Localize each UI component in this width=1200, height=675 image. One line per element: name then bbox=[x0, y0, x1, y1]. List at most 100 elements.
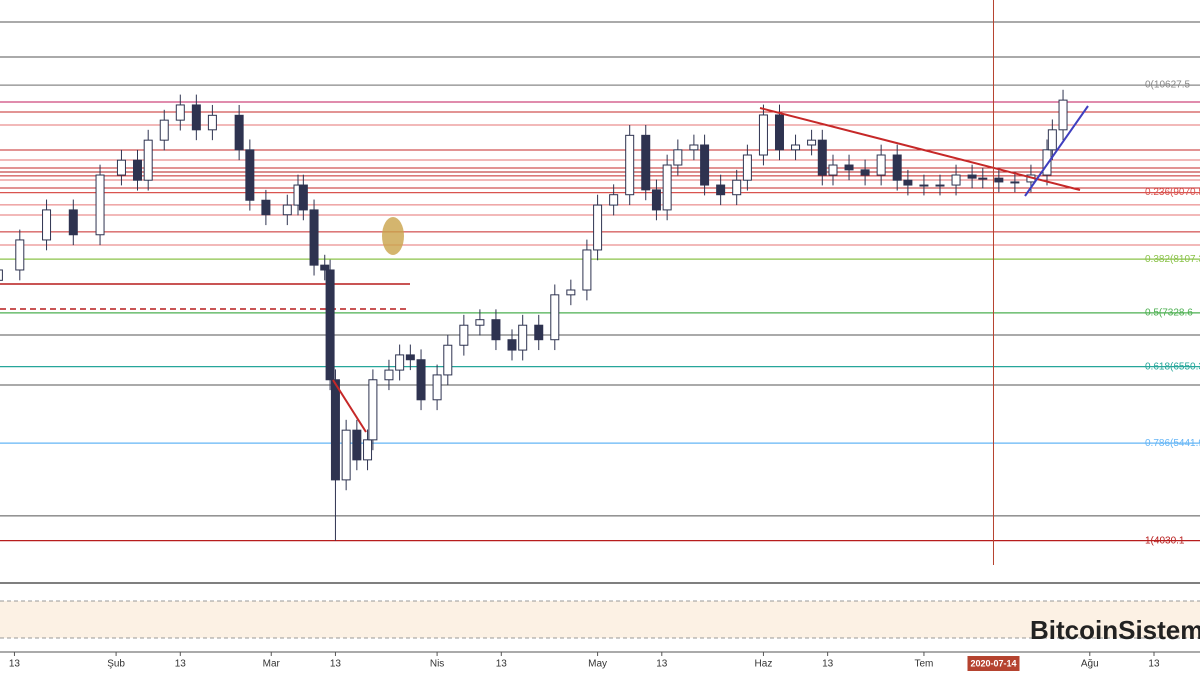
candle-body bbox=[625, 134, 635, 196]
candle-body bbox=[844, 164, 854, 171]
highlight-oval bbox=[382, 217, 404, 255]
candle-body bbox=[68, 209, 78, 236]
candle-body bbox=[742, 154, 752, 181]
x-tick-label: 13 bbox=[656, 659, 668, 670]
candle-body bbox=[341, 429, 351, 481]
candle-body bbox=[384, 369, 394, 381]
candle-body bbox=[245, 149, 255, 201]
candle-body bbox=[1058, 99, 1068, 131]
candle-body bbox=[935, 184, 945, 187]
fib-level-label: 0(10627.5 bbox=[1145, 80, 1190, 91]
candle-body bbox=[0, 269, 3, 281]
candle-body bbox=[1047, 129, 1057, 151]
candle-body bbox=[1010, 181, 1020, 184]
candle-body bbox=[673, 149, 683, 166]
x-tick-label: 13 bbox=[496, 659, 508, 670]
x-tick-label: 13 bbox=[1148, 659, 1160, 670]
candle-body bbox=[807, 139, 817, 146]
candle-body bbox=[593, 204, 603, 251]
candle-body bbox=[330, 379, 340, 481]
candle-body bbox=[143, 139, 153, 181]
candle-body bbox=[507, 339, 517, 351]
candle-body bbox=[132, 159, 142, 181]
candle-body bbox=[352, 429, 362, 461]
candle-body bbox=[582, 249, 592, 291]
fib-level-label: 1(4030.1 bbox=[1145, 535, 1185, 546]
candle-body bbox=[828, 164, 838, 176]
candle-body bbox=[175, 104, 185, 121]
candle-body bbox=[309, 209, 319, 266]
candle-body bbox=[566, 289, 576, 296]
candle-body bbox=[191, 104, 201, 131]
cursor-label-bg bbox=[967, 656, 1020, 671]
candle-body bbox=[994, 177, 1004, 183]
candle-body bbox=[791, 144, 801, 151]
candle-body bbox=[903, 179, 913, 186]
x-tick-label: 13 bbox=[822, 659, 834, 670]
oscillator-band bbox=[0, 601, 1200, 638]
candle-body bbox=[95, 174, 105, 236]
candle-body bbox=[491, 319, 501, 341]
candle-body bbox=[919, 184, 929, 187]
x-tick-label: 13 bbox=[9, 659, 21, 670]
candle-body bbox=[967, 174, 977, 179]
candle-body bbox=[363, 439, 373, 461]
candle-body bbox=[817, 139, 827, 176]
candle-body bbox=[951, 174, 961, 186]
candle-body bbox=[1042, 149, 1052, 176]
candle-body bbox=[298, 184, 308, 211]
x-tick-label: 13 bbox=[175, 659, 187, 670]
candle-body bbox=[758, 114, 768, 156]
x-tick-label: Şub bbox=[107, 659, 125, 670]
candle-body bbox=[207, 114, 217, 131]
candle-body bbox=[978, 177, 988, 180]
x-tick-label: May bbox=[588, 659, 607, 670]
x-tick-label: 13 bbox=[330, 659, 342, 670]
candle-body bbox=[459, 324, 469, 346]
candle-body bbox=[518, 324, 528, 351]
candle-body bbox=[159, 119, 169, 141]
fib-level-label: 0.5(7328.6 bbox=[1145, 308, 1193, 319]
candle-body bbox=[732, 179, 742, 196]
candle-body bbox=[116, 159, 126, 176]
candle-body bbox=[395, 354, 405, 371]
fib-level-label: 0.382(8107.3 bbox=[1145, 254, 1200, 265]
candle-body bbox=[416, 359, 426, 401]
candle-body bbox=[641, 134, 651, 191]
candle-body bbox=[15, 239, 25, 271]
candle-body bbox=[325, 269, 335, 381]
candle-body bbox=[689, 144, 699, 151]
x-tick-label: Tem bbox=[914, 659, 933, 670]
watermark: BitcoinSistemi bbox=[1030, 615, 1200, 645]
candle-body bbox=[368, 379, 378, 441]
candle-body bbox=[443, 344, 453, 376]
x-tick-label: Ağu bbox=[1081, 659, 1099, 670]
candle-body bbox=[876, 154, 886, 176]
candle-body bbox=[320, 264, 330, 271]
candle-body bbox=[651, 189, 661, 211]
candle-body bbox=[550, 294, 560, 341]
candle-body bbox=[700, 144, 710, 186]
candle-body bbox=[234, 114, 244, 151]
x-tick-label: Mar bbox=[263, 659, 281, 670]
candle-body bbox=[892, 154, 902, 181]
levels: 0(10627.5 0.236(9070.5 0.382(8107.3 0.5(732… bbox=[0, 21, 1200, 546]
trend-line bbox=[1024, 105, 1089, 197]
x-tick-label: Nis bbox=[430, 659, 444, 670]
candle-body bbox=[475, 319, 485, 326]
candle-body bbox=[42, 209, 52, 241]
candle-body bbox=[261, 199, 271, 216]
candle-body bbox=[609, 194, 619, 206]
fib-level-label: 0.236(9070.5 bbox=[1145, 187, 1200, 198]
trend-line bbox=[759, 107, 1081, 191]
fib-level-label: 0.786(5441.9 bbox=[1145, 438, 1200, 449]
candle-body bbox=[534, 324, 544, 341]
candle-body bbox=[860, 169, 870, 176]
candle-body bbox=[774, 114, 784, 151]
candle-body bbox=[662, 164, 672, 211]
candle-body bbox=[405, 354, 415, 361]
fib-level-label: 0.618(6550.3 bbox=[1145, 361, 1200, 372]
cursor-label: 2020-07-14 bbox=[970, 658, 1016, 668]
candle-body bbox=[716, 184, 726, 196]
